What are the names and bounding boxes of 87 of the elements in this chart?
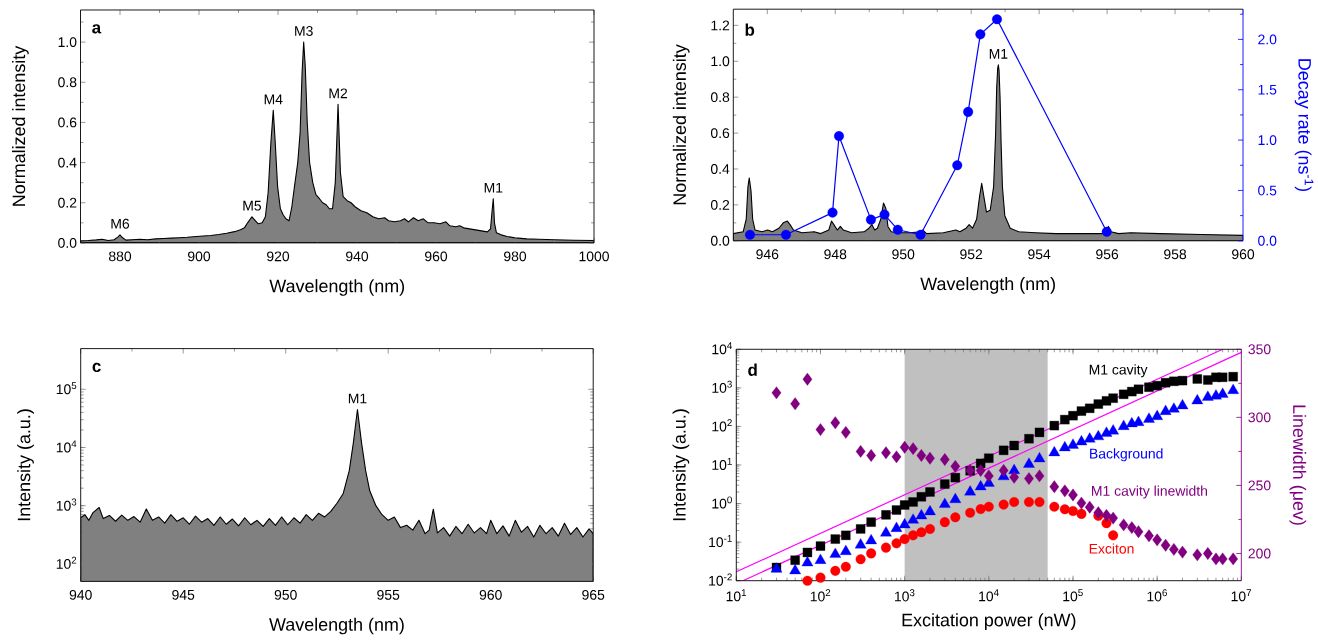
x-axis-title: Excitation power (nW) [902,613,1076,630]
y-axis-title: Intensity (a.u.) [672,409,690,521]
x-tick-label: 880 [108,251,132,262]
x-tick-label: 965 [582,589,605,600]
annotation: M1 [989,49,1008,59]
x-tick-label: 948 [824,249,847,260]
x-tick-label: 960 [1232,249,1255,260]
y-tick-label: 10$^{2}$ [712,419,732,432]
y-tick-label: 10$^{-1}$ [709,535,732,548]
y-tick-label: 1.0 [711,56,730,67]
y-axis-title: Normalized intensity [12,45,29,206]
series-label: M1 cavity [1089,364,1148,378]
x-tick-label: 956 [1096,249,1119,260]
x-tick-label: 10$^{1}$ [726,589,747,602]
x-axis-title: Wavelength (nm) [269,279,405,296]
x-tick-label: 960 [425,251,448,262]
series-label: Exciton [1089,543,1134,554]
y2-tick-label: 2.0 [1258,34,1277,45]
x-tick-label: 960 [479,589,502,600]
annotation: M1 [348,393,367,404]
y-tick-label: 10$^{-2}$ [709,573,732,586]
y-tick-label: 10$^{2}$ [56,556,77,569]
y2-axis-title: Linewidth (μev) [1289,405,1307,525]
y-axis-title: Normalized intensity [672,44,690,205]
y-tick-label: 0.0 [58,237,77,248]
x-tick-label: 900 [188,251,211,262]
y-axis-title: Intensity (a.u.) [17,409,34,521]
y2-tick-label: 250 [1248,480,1271,491]
annotation: M3 [295,26,313,36]
text: a [92,24,102,34]
x-tick-label: 10$^{7}$ [1231,589,1252,602]
x-tick-label: 10$^{6}$ [1147,589,1167,602]
x-tick-label: 946 [756,249,779,260]
y-tick-label: 10$^{4}$ [56,440,77,453]
x-axis-title: Wavelength (nm) [920,277,1055,294]
x-tick-label: 945 [172,589,195,600]
x-tick-label: 10$^{2}$ [810,589,831,602]
y-tick-label: 0.6 [710,128,730,139]
y2-tick-label: 1.5 [1258,84,1277,95]
x-axis-title: Wavelength (nm) [269,617,404,635]
y-tick-label: 0.4 [58,157,77,168]
x-tick-label: 955 [377,589,400,600]
text: d [748,363,757,376]
y-tick-label: 0.4 [710,164,730,174]
x-tick-label: 954 [1028,249,1051,260]
y-tick-label: 10$^{5}$ [56,382,77,395]
x-tick-label: 980 [504,251,527,262]
x-tick-label: 958 [1164,249,1187,260]
y-tick-label: 0.8 [58,77,77,88]
y2-tick-label: 200 [1248,548,1271,559]
y-tick-label: 0.0 [710,235,730,246]
annotation: M5 [243,200,262,211]
y2-tick-label: 300 [1248,412,1271,423]
y2-tick-label: 0.5 [1258,185,1277,196]
x-tick-label: 950 [274,589,297,600]
x-tick-label: 952 [960,249,983,260]
x-tick-label: 920 [267,251,290,262]
y2-tick-label: 0.0 [1258,235,1277,246]
x-tick-label: 940 [346,251,369,262]
y-tick-label: 0.2 [58,197,77,208]
y-tick-label: 10$^{3}$ [56,498,77,511]
x-tick-label: 10$^{4}$ [979,589,999,602]
series-label: M1 cavity linewidth [1092,485,1207,499]
y-tick-label: 10$^{3}$ [712,380,732,393]
annotation: M2 [329,88,348,99]
annotation: M1 [484,182,503,193]
y-tick-label: 0.8 [710,92,730,103]
series-label: Background [1090,448,1163,462]
annotation: M6 [111,218,130,229]
y-tick-label: 0.2 [710,199,730,210]
x-tick-label: 10$^{3}$ [894,589,915,602]
text: c [92,362,101,373]
x-tick-label: 1000 [579,251,609,262]
y-tick-label: 1.0 [58,37,77,48]
x-tick-label: 10$^{5}$ [1063,589,1083,602]
y2-axis-title: Decay rate (ns$^{-1}$) [1294,59,1314,191]
x-tick-label: 940 [69,589,92,600]
y-tick-label: 10$^{4}$ [712,342,732,355]
y-tick-label: 10$^{1}$ [712,457,732,470]
y-tick-label: 10$^{0}$ [712,496,732,509]
y-tick-label: 1.2 [711,20,730,31]
text: b [745,23,755,36]
x-tick-label: 950 [892,249,915,260]
y2-tick-label: 1.0 [1258,135,1277,146]
y2-tick-label: 350 [1248,344,1271,355]
y-tick-label: 0.6 [58,117,77,128]
annotation: M4 [264,94,283,105]
